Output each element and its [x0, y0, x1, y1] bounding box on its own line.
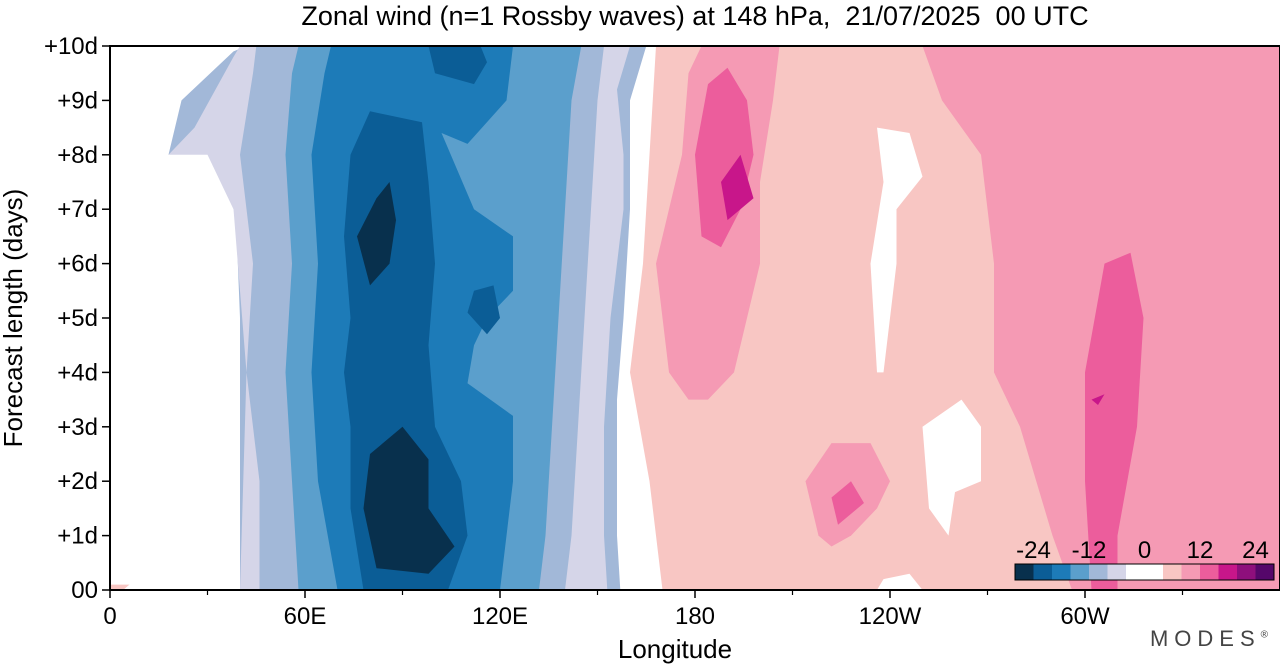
x-tick-label-2: 120E [472, 603, 528, 630]
contour-pos16-18-0 [721, 154, 754, 221]
colorbar-swatch-5 [1107, 564, 1127, 580]
contour-pos12-16-0 [1085, 252, 1144, 590]
colorbar-label-4: 24 [1242, 537, 1269, 564]
colorbar-swatch-7 [1144, 564, 1164, 580]
x-tick-label-3: 180 [675, 603, 715, 630]
colorbar-swatch-1 [1033, 564, 1053, 580]
colorbar-swatch-11 [1218, 564, 1238, 580]
contour-pos0-20-0 [870, 127, 923, 373]
colorbar-label-0: -24 [1016, 537, 1051, 564]
colorbar: -24 -12 0 12 24 [1014, 537, 1275, 581]
colorbar-swatch-4 [1089, 564, 1108, 580]
colorbar-swatch-0 [1015, 564, 1034, 580]
brand-logo: MODES® [1149, 626, 1268, 651]
contour-pos16-19-0 [1091, 394, 1105, 405]
y-tick-label-6: +6d [57, 251, 98, 278]
contour-pos0-21-0 [922, 399, 981, 536]
x-tick-label-4: 120W [859, 603, 922, 630]
y-tick-label-5: +5d [57, 305, 98, 332]
colorbar-label-1: -12 [1072, 537, 1107, 564]
y-tick-label-0: 00 [71, 577, 98, 604]
contour-neg20-7-0 [467, 285, 500, 335]
colorbar-swatch-6 [1126, 564, 1145, 580]
y-tick-label-7: +7d [57, 196, 98, 223]
colorbar-label-2: 0 [1138, 537, 1151, 564]
x-axis-label: Longitude [618, 634, 732, 664]
colorbar-swatch-3 [1070, 564, 1090, 580]
y-tick-label-4: +4d [57, 359, 98, 386]
contour-pos0-22-0 [877, 573, 923, 590]
colorbar-label-3: 12 [1187, 537, 1214, 564]
y-tick-label-3: +3d [57, 414, 98, 441]
x-tick-label-1: 60E [284, 603, 327, 630]
contour-pos12-17-0 [831, 481, 864, 525]
y-tick-label-10: +10d [44, 33, 98, 60]
chart-title: Zonal wind (n=1 Rossby waves) at 148 hPa… [301, 1, 1089, 31]
y-tick-label-8: +8d [57, 142, 98, 169]
x-tick-label-0: 0 [103, 603, 116, 630]
contour-pos4-11-0 [110, 584, 130, 590]
colorbar-swatch-12 [1237, 564, 1256, 580]
colorbar-swatch-13 [1255, 564, 1275, 580]
y-tick-label-9: +9d [57, 87, 98, 114]
y-tick-label-1: +1d [57, 523, 98, 550]
x-tick-label-5: 60W [1060, 603, 1110, 630]
y-tick-label-2: +2d [57, 468, 98, 495]
colorbar-swatch-9 [1181, 564, 1201, 580]
contour-neg24-8-0 [363, 426, 455, 574]
colorbar-swatch-2 [1052, 564, 1071, 580]
colorbar-swatch-8 [1163, 564, 1182, 580]
contour-neg20-6-0 [428, 46, 487, 85]
contour-neg24-9-0 [357, 182, 396, 286]
colorbar-swatch-10 [1200, 564, 1219, 580]
y-axis-label: Forecast length (days) [0, 189, 28, 448]
